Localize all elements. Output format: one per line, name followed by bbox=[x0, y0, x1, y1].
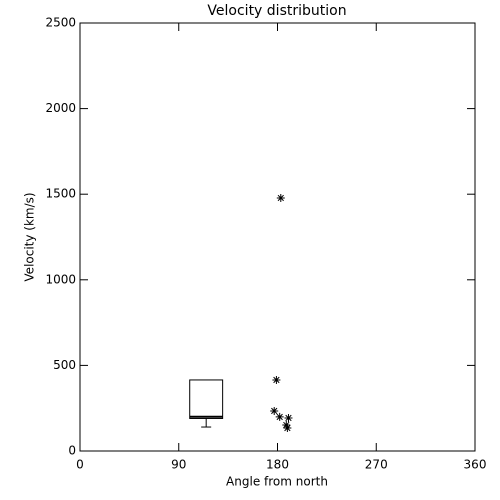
point bbox=[282, 420, 291, 429]
x-tick-label: 180 bbox=[266, 458, 289, 472]
box bbox=[189, 379, 224, 419]
point bbox=[283, 424, 292, 433]
y-tick-label: 1000 bbox=[45, 272, 76, 286]
point bbox=[284, 413, 293, 422]
plot-frame bbox=[79, 22, 476, 452]
point bbox=[272, 375, 281, 384]
y-tick-label: 2000 bbox=[45, 101, 76, 115]
x-axis-label: Angle from north bbox=[226, 475, 328, 489]
x-tick-label: 270 bbox=[365, 458, 388, 472]
x-tick-label: 360 bbox=[464, 458, 487, 472]
chart-title: Velocity distribution bbox=[207, 3, 346, 19]
y-axis-label: Velocity (km/s) bbox=[23, 192, 37, 281]
y-tick-label: 2500 bbox=[45, 16, 76, 30]
x-tick-label: 90 bbox=[171, 458, 186, 472]
x-tick-label: 0 bbox=[76, 458, 84, 472]
point bbox=[275, 412, 284, 421]
point bbox=[276, 193, 285, 202]
y-tick-label: 1500 bbox=[45, 187, 76, 201]
y-tick-label: 500 bbox=[53, 358, 76, 372]
y-tick-label: 0 bbox=[68, 444, 76, 458]
point bbox=[270, 406, 279, 415]
